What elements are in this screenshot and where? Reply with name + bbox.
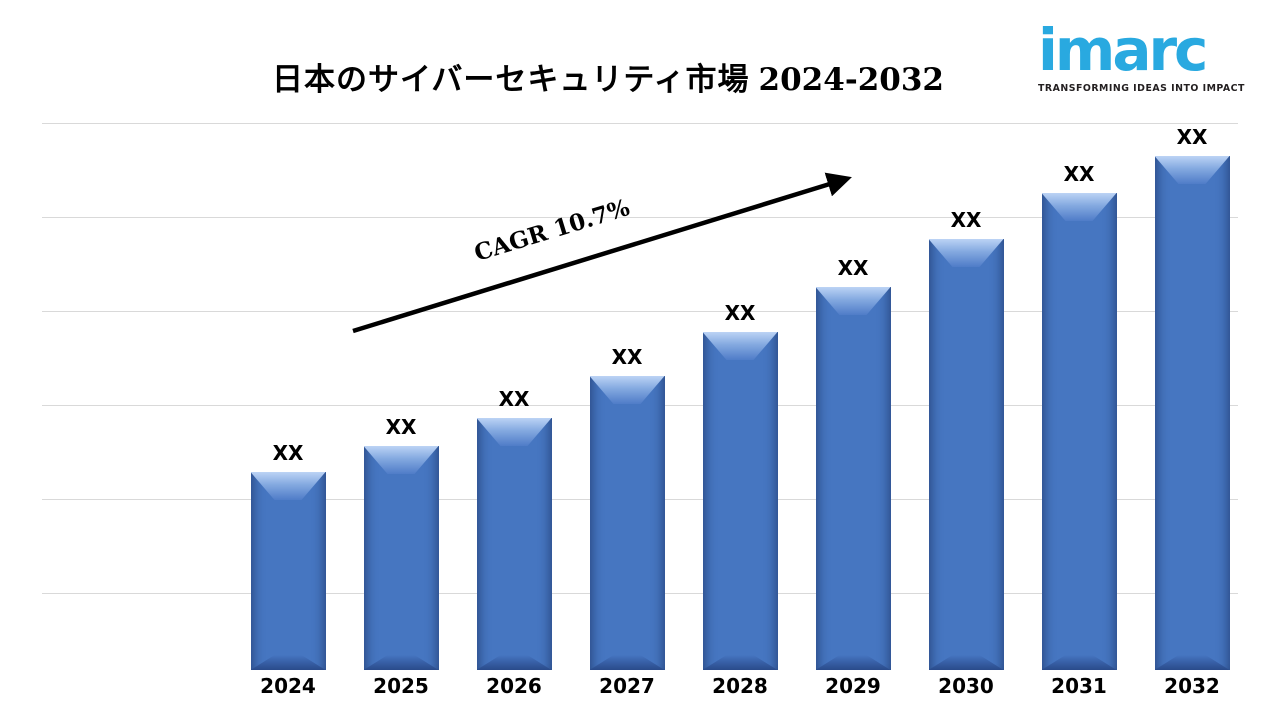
- gridline-0: [42, 123, 1238, 124]
- bar-2032: [1154, 156, 1230, 670]
- bar-value-label-2026: XX: [498, 387, 530, 411]
- imarc-logo-tagline: TRANSFORMING IDEAS INTO IMPACT: [1038, 82, 1245, 94]
- chart-title-text: 日本のサイバーセキュリティ市場: [272, 62, 750, 98]
- bar-2029: [815, 287, 891, 670]
- imarc-logo: imarc TRANSFORMING IDEAS INTO IMPACT: [1038, 16, 1245, 94]
- bar-2030: [928, 239, 1004, 670]
- chart-title-range: 2024-2032: [758, 62, 944, 98]
- bar-2025: [363, 446, 439, 670]
- imarc-logo-wordmark: imarc: [1038, 16, 1208, 84]
- x-axis-label-2025: 2025: [373, 674, 429, 698]
- bar-value-label-2025: XX: [385, 415, 417, 439]
- bar-value-label-2030: XX: [950, 208, 982, 232]
- bar-value-label-2029: XX: [837, 256, 869, 280]
- x-axis-label-2032: 2032: [1164, 674, 1220, 698]
- bar-2028: [702, 332, 778, 670]
- bar-value-label-2031: XX: [1063, 162, 1095, 186]
- bar-2031: [1041, 193, 1117, 670]
- x-axis-label-2027: 2027: [599, 674, 655, 698]
- bar-value-label-2032: XX: [1176, 125, 1208, 149]
- bar-2027: [589, 376, 665, 670]
- chart-title: 日本のサイバーセキュリティ市場 2024-2032: [0, 54, 1216, 99]
- bar-2026: [476, 418, 552, 670]
- bar-value-label-2028: XX: [724, 301, 756, 325]
- bar-value-label-2027: XX: [611, 345, 643, 369]
- x-axis-label-2024: 2024: [260, 674, 316, 698]
- bar-2024: [250, 472, 326, 670]
- x-axis-label-2028: 2028: [712, 674, 768, 698]
- x-axis-label-2029: 2029: [825, 674, 881, 698]
- x-axis-label-2031: 2031: [1051, 674, 1107, 698]
- bar-value-label-2024: XX: [272, 441, 304, 465]
- x-axis-label-2030: 2030: [938, 674, 994, 698]
- x-axis-label-2026: 2026: [486, 674, 542, 698]
